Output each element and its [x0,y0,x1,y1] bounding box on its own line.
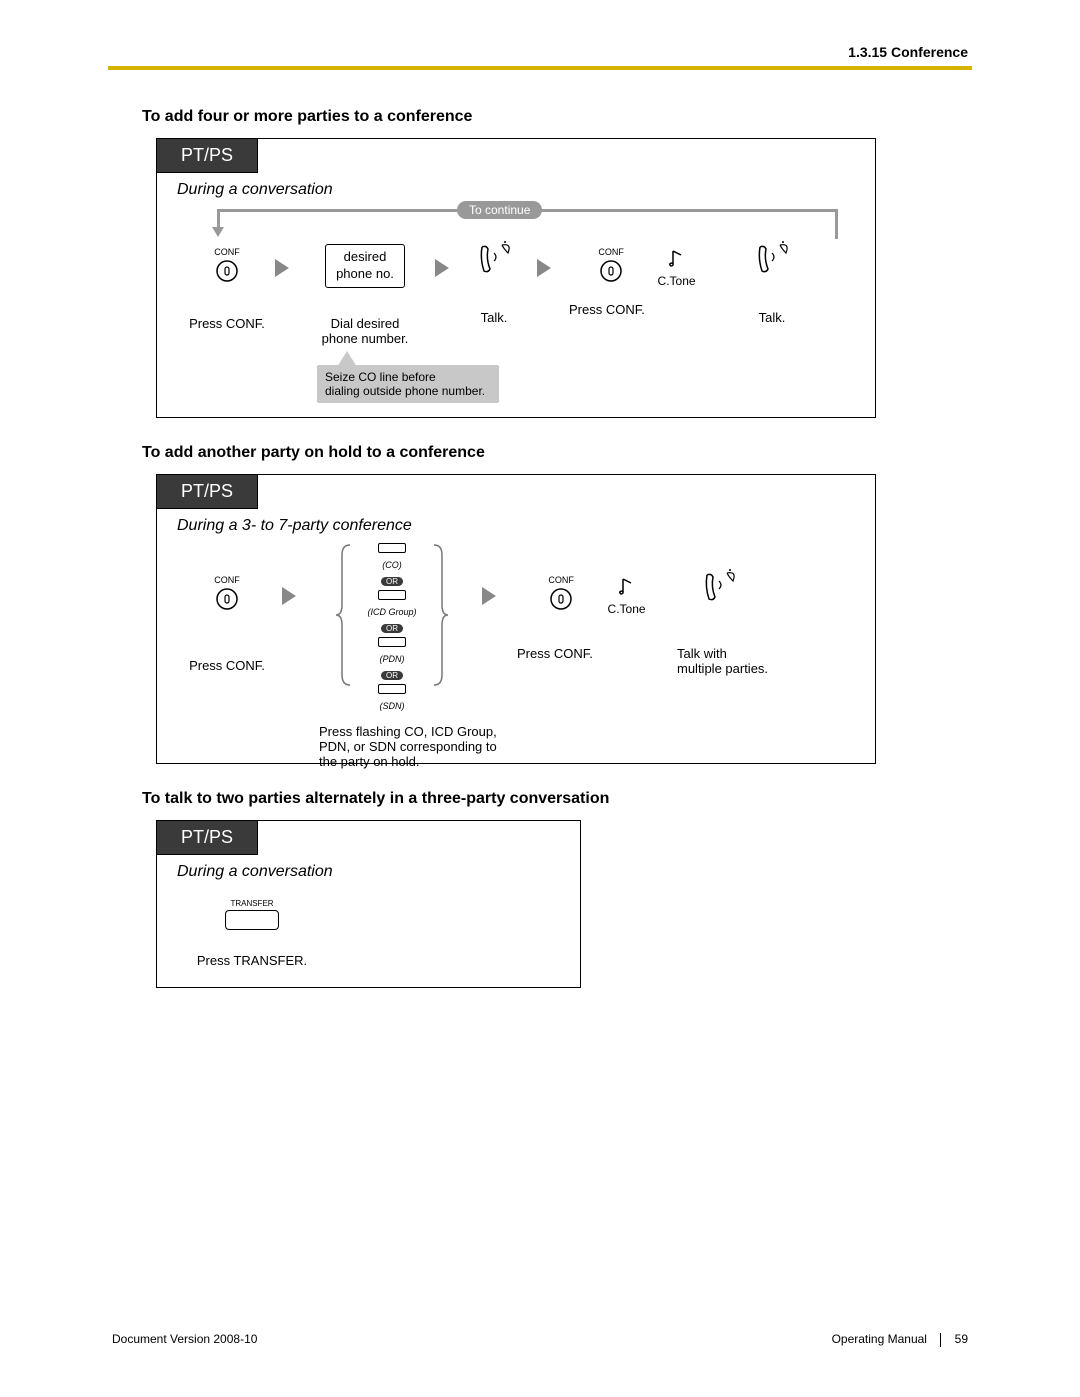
arrow-icon [482,587,496,608]
arrow-icon [537,259,551,280]
caption-l3: the party on hold. [319,754,419,769]
transfer-label: TRANSFER [187,899,317,908]
section3-diagram: PT/PS During a conversation TRANSFER Pre… [156,820,581,988]
section1-step5-caption: Talk. [737,310,807,325]
key-icon [378,543,406,553]
conf-button-icon [215,587,239,611]
section1-diagram: PT/PS During a conversation To continue … [156,138,876,418]
key-icon [378,590,406,600]
section1-step1-caption: Press CONF. [187,316,267,331]
section1-step1: CONF Press CONF. [187,247,267,331]
conf-label: CONF [598,247,624,257]
phone-no-box: desired phone no. [325,244,405,288]
continue-line-down-left [217,209,220,229]
conf-button-icon [549,587,573,611]
talk-icon [697,567,741,607]
section2-step4: Talk with multiple parties. [677,567,807,676]
arrow-icon [282,587,296,608]
section2-step3-caption: Press CONF. [517,646,677,661]
key-icon [378,684,406,694]
section2-step1: CONF Press CONF. [177,575,277,673]
section2-step2-caption: Press flashing CO, ICD Group, PDN, or SD… [319,724,519,769]
continue-line-down-right [835,209,838,239]
page-footer: Document Version 2008-10 Operating Manua… [112,1332,968,1347]
box-line2: phone no. [336,266,394,281]
tone-icon [617,575,637,599]
arrow-icon [435,259,449,280]
footer-left: Document Version 2008-10 [112,1332,257,1346]
section1-step4: CONF C.Tone Press CONF. [567,247,727,317]
footer-manual-label: Operating Manual [832,1332,927,1346]
caption-l2: phone number. [322,331,409,346]
key-pdn-label: (PDN) [380,654,405,664]
section2-step2: (CO) OR (ICD Group) OR (PDN) OR (SDN) Pr… [317,535,467,769]
section2-tab: PT/PS [156,474,258,509]
section1-step2-caption: Dial desired phone number. [305,316,425,346]
section1-note: Seize CO line before dialing outside pho… [317,365,499,403]
talk-icon [472,239,516,279]
section2-step4-caption: Talk with multiple parties. [677,646,807,676]
note-l1: Seize CO line before [325,370,436,384]
or-pill: OR [381,624,403,633]
box-line1: desired [344,249,387,264]
section1-step5: Talk. [737,239,807,325]
conf-label: CONF [214,247,240,257]
section1-tab: PT/PS [156,138,258,173]
caption-l2: multiple parties. [677,661,768,676]
continue-label: To continue [457,201,542,219]
section3-title: To talk to two parties alternately in a … [142,790,609,808]
section1-context: During a conversation [177,181,333,199]
or-pill: OR [381,577,403,586]
key-co-label: (CO) [382,560,402,570]
conf-label: CONF [548,575,574,585]
key-icd-label: (ICD Group) [367,607,416,617]
continue-arrow-icon [212,227,224,237]
key-sdn-label: (SDN) [380,701,405,711]
key-icon [378,637,406,647]
section2-step3: CONF C.Tone Press CONF. [517,575,677,661]
section3-step1: TRANSFER Press TRANSFER. [187,899,317,968]
note-l2: dialing outside phone number. [325,384,485,398]
section1-title: To add four or more parties to a confere… [142,108,472,126]
ctone-label: C.Tone [658,274,696,288]
section2-diagram: PT/PS During a 3- to 7-party conference … [156,474,876,764]
section1-step4-caption: Press CONF. [569,302,727,317]
ctone-label: C.Tone [608,602,646,616]
section2-step1-caption: Press CONF. [177,658,277,673]
section2-title: To add another party on hold to a confer… [142,444,485,462]
header-divider [108,66,972,70]
header-section-label: 1.3.15 Conference [848,44,968,60]
section3-tab: PT/PS [156,820,258,855]
talk-icon [750,239,794,279]
section1-step3-caption: Talk. [459,310,529,325]
transfer-button-icon [225,910,279,930]
footer-page-number: 59 [955,1332,968,1346]
section2-context: During a 3- to 7-party conference [177,517,412,535]
arrow-icon [275,259,289,280]
or-pill: OR [381,671,403,680]
section1-step2: desired phone no. Dial desired phone num… [305,244,425,346]
tone-icon [667,247,687,271]
section3-context: During a conversation [177,863,333,881]
conf-button-icon [599,259,623,283]
section1-step3: Talk. [459,239,529,325]
caption-l2: PDN, or SDN corresponding to [319,739,497,754]
caption-l1: Press flashing CO, ICD Group, [319,724,497,739]
caption-l1: Dial desired [331,316,400,331]
section3-step1-caption: Press TRANSFER. [187,953,317,968]
footer-divider [940,1333,941,1347]
caption-l1: Talk with [677,646,727,661]
conf-label: CONF [214,575,240,585]
conf-button-icon [215,259,239,283]
